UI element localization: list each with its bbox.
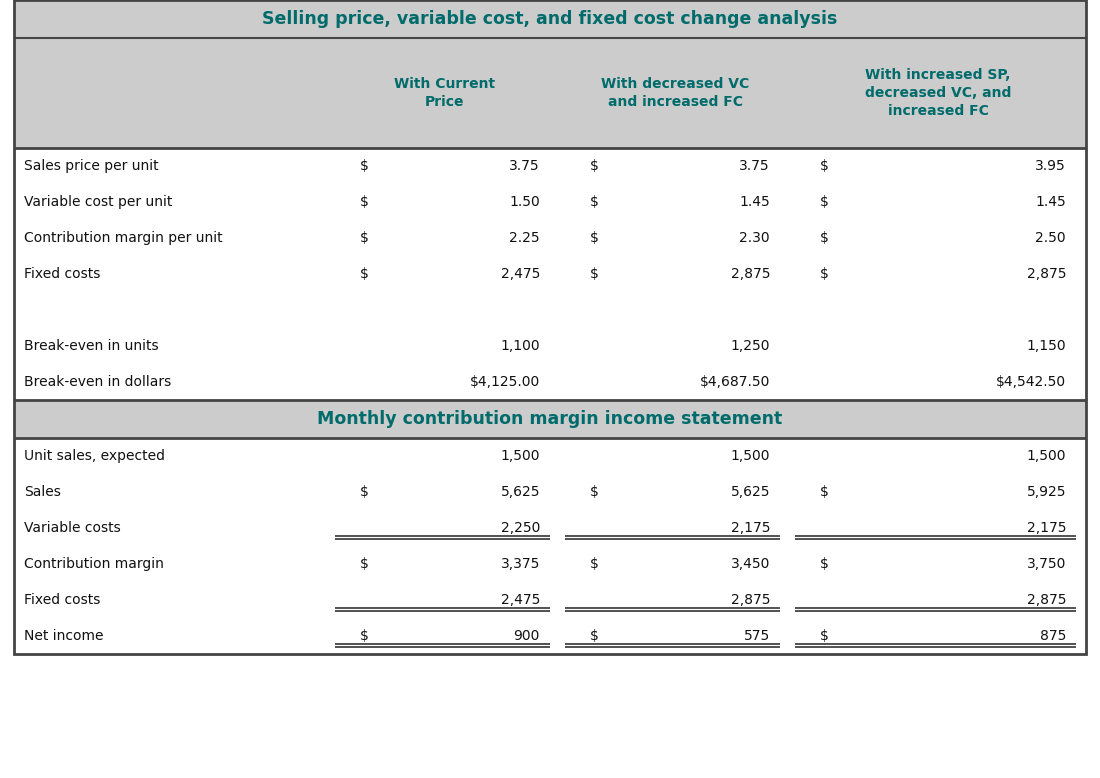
Bar bbox=[14, 38, 1086, 148]
Text: $: $ bbox=[820, 195, 829, 209]
Text: Sales: Sales bbox=[24, 485, 60, 499]
Text: Fixed costs: Fixed costs bbox=[24, 593, 100, 607]
Text: Unit sales, expected: Unit sales, expected bbox=[24, 449, 165, 463]
Text: 875: 875 bbox=[1040, 629, 1066, 643]
Text: $: $ bbox=[820, 629, 829, 643]
Text: $: $ bbox=[360, 267, 368, 281]
Text: $: $ bbox=[590, 159, 598, 173]
Text: $4,125.00: $4,125.00 bbox=[470, 375, 540, 389]
Text: 1,500: 1,500 bbox=[730, 449, 770, 463]
Text: Contribution margin: Contribution margin bbox=[24, 557, 164, 571]
Text: 2,875: 2,875 bbox=[730, 593, 770, 607]
Text: Variable cost per unit: Variable cost per unit bbox=[24, 195, 173, 209]
Text: 2,475: 2,475 bbox=[500, 593, 540, 607]
Text: 1.45: 1.45 bbox=[739, 195, 770, 209]
Text: $: $ bbox=[820, 267, 829, 281]
Text: 3.75: 3.75 bbox=[739, 159, 770, 173]
Text: 3.95: 3.95 bbox=[1035, 159, 1066, 173]
Text: Break-even in dollars: Break-even in dollars bbox=[24, 375, 172, 389]
Text: $4,542.50: $4,542.50 bbox=[996, 375, 1066, 389]
Text: 2,175: 2,175 bbox=[1026, 521, 1066, 535]
Text: $: $ bbox=[360, 485, 368, 499]
Text: 1,250: 1,250 bbox=[730, 339, 770, 353]
Text: 3,750: 3,750 bbox=[1026, 557, 1066, 571]
Text: 2,250: 2,250 bbox=[500, 521, 540, 535]
Text: With decreased VC
and increased FC: With decreased VC and increased FC bbox=[601, 77, 749, 109]
Text: $: $ bbox=[360, 557, 368, 571]
Text: $: $ bbox=[590, 629, 598, 643]
Text: 900: 900 bbox=[514, 629, 540, 643]
Text: 2,875: 2,875 bbox=[730, 267, 770, 281]
Text: $: $ bbox=[360, 629, 368, 643]
Text: 3.75: 3.75 bbox=[509, 159, 540, 173]
Text: Selling price, variable cost, and fixed cost change analysis: Selling price, variable cost, and fixed … bbox=[262, 10, 838, 28]
Bar bbox=[14, 0, 1086, 654]
Text: 5,925: 5,925 bbox=[1026, 485, 1066, 499]
Text: Net income: Net income bbox=[24, 629, 103, 643]
Text: 5,625: 5,625 bbox=[500, 485, 540, 499]
Text: 1,500: 1,500 bbox=[1026, 449, 1066, 463]
Text: 1.45: 1.45 bbox=[1035, 195, 1066, 209]
Text: $: $ bbox=[820, 557, 829, 571]
Text: $: $ bbox=[360, 195, 368, 209]
Text: $: $ bbox=[820, 231, 829, 245]
Text: $: $ bbox=[590, 557, 598, 571]
Text: 1,500: 1,500 bbox=[500, 449, 540, 463]
Text: 1,150: 1,150 bbox=[1026, 339, 1066, 353]
Text: With Current
Price: With Current Price bbox=[395, 77, 496, 109]
Text: 3,375: 3,375 bbox=[500, 557, 540, 571]
Text: Variable costs: Variable costs bbox=[24, 521, 121, 535]
Text: 2,875: 2,875 bbox=[1026, 593, 1066, 607]
Text: 1,100: 1,100 bbox=[500, 339, 540, 353]
Text: $: $ bbox=[590, 267, 598, 281]
Text: 2,475: 2,475 bbox=[500, 267, 540, 281]
Text: $: $ bbox=[820, 485, 829, 499]
Text: $: $ bbox=[590, 195, 598, 209]
Text: 2.25: 2.25 bbox=[509, 231, 540, 245]
Text: 2,875: 2,875 bbox=[1026, 267, 1066, 281]
Text: Fixed costs: Fixed costs bbox=[24, 267, 100, 281]
Text: 1.50: 1.50 bbox=[509, 195, 540, 209]
Text: $: $ bbox=[590, 231, 598, 245]
Text: 2.50: 2.50 bbox=[1035, 231, 1066, 245]
Text: $: $ bbox=[360, 231, 368, 245]
Text: Break-even in units: Break-even in units bbox=[24, 339, 158, 353]
Text: 2,175: 2,175 bbox=[730, 521, 770, 535]
Text: Sales price per unit: Sales price per unit bbox=[24, 159, 158, 173]
Text: $: $ bbox=[590, 485, 598, 499]
Text: $: $ bbox=[360, 159, 368, 173]
Text: Monthly contribution margin income statement: Monthly contribution margin income state… bbox=[318, 410, 782, 428]
Text: 3,450: 3,450 bbox=[730, 557, 770, 571]
Text: With increased SP,
decreased VC, and
increased FC: With increased SP, decreased VC, and inc… bbox=[865, 68, 1011, 118]
Text: 2.30: 2.30 bbox=[739, 231, 770, 245]
Text: $4,687.50: $4,687.50 bbox=[700, 375, 770, 389]
Bar bbox=[14, 0, 1086, 654]
Bar bbox=[14, 0, 1086, 38]
Text: 575: 575 bbox=[744, 629, 770, 643]
Text: Contribution margin per unit: Contribution margin per unit bbox=[24, 231, 222, 245]
Text: 5,625: 5,625 bbox=[730, 485, 770, 499]
Text: $: $ bbox=[820, 159, 829, 173]
Bar bbox=[14, 400, 1086, 438]
